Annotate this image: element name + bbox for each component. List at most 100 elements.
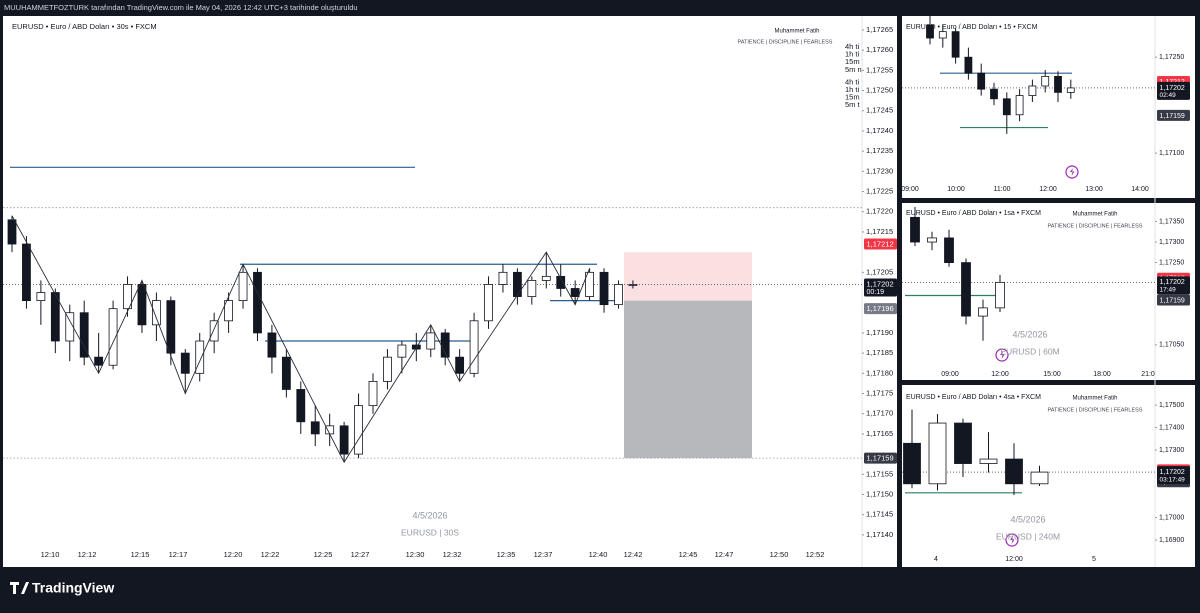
overlay-label: 5m n [845, 65, 862, 74]
brand: TradingView [32, 580, 114, 596]
x-tick-label: 12:30 [406, 550, 425, 559]
y-tick-label: 1,17000 [1159, 514, 1184, 521]
candle-body [938, 31, 947, 39]
y-tick-label: 1,17220 [866, 207, 893, 216]
price-tag-label: 1,17212 [867, 240, 894, 249]
countdown: 02:49 [1160, 92, 1177, 99]
x-tick-label: 12:12 [78, 550, 97, 559]
x-tick-label: 12:20 [224, 550, 243, 559]
target-zone [624, 300, 752, 459]
price-tag [1157, 109, 1190, 121]
candle-body [1015, 95, 1024, 116]
watermark-date: 4/5/2026 [412, 510, 447, 520]
candle-body [570, 288, 580, 297]
price-tag-label: 1,17196 [867, 304, 894, 313]
countdown: 03:17:49 [1160, 476, 1186, 483]
candle-body [151, 300, 161, 326]
y-tick-label: 1,17185 [866, 348, 893, 357]
x-tick-label: 12:52 [806, 550, 825, 559]
watermark-symbol: EURUSD | 30S [401, 527, 459, 537]
overlay-label: 5m t [845, 100, 861, 109]
x-tick-label: 12:35 [497, 550, 516, 559]
current-price-label: 1,17202 [867, 279, 894, 288]
candle-body [123, 284, 132, 310]
panel-4h [902, 385, 1195, 567]
author: Muhammet Fatih [1072, 396, 1117, 402]
candle-body [961, 262, 971, 317]
candle-body [79, 312, 89, 358]
y-tick-label: 1,17225 [866, 187, 893, 196]
candle-body [180, 352, 190, 374]
y-tick-label: 1,17255 [866, 65, 893, 74]
candle-body [599, 271, 609, 306]
y-tick-label: 1,17145 [866, 510, 893, 519]
candle-body [209, 320, 219, 342]
watermark-symbol: EURUSD | 240M [996, 531, 1060, 541]
y-tick-label: 1,17190 [866, 328, 893, 337]
y-tick-label: 1,17180 [866, 368, 893, 377]
watermark-date: 4/5/2026 [1012, 329, 1047, 339]
watermark-date: 4/5/2026 [1010, 514, 1045, 524]
price-tag [864, 238, 897, 250]
overlay-label: 4h ti [845, 42, 860, 51]
x-tick-label: 12:00 [1039, 186, 1057, 193]
candle-body [455, 356, 465, 374]
candle-body [7, 219, 17, 245]
current-price-label: 1,17202 [1160, 279, 1185, 286]
candle-body [108, 308, 118, 366]
candle-body [995, 281, 1005, 309]
motto: PATIENCE | DISCIPLINE | FEARLESS [1048, 223, 1143, 229]
candle-body [928, 422, 947, 485]
candle-body [527, 280, 537, 297]
candle-body [339, 425, 349, 455]
candle-body [614, 284, 623, 306]
candle-body [325, 425, 335, 435]
candle-body [224, 300, 234, 322]
brand-logo [10, 582, 29, 594]
y-tick-label: 1,17400 [1159, 424, 1184, 431]
candle-body [513, 271, 522, 297]
overlay-label: 1h ti [845, 85, 860, 94]
y-tick-label: 1,17260 [866, 45, 893, 54]
candle-body [238, 271, 248, 302]
x-tick-label: 12:47 [715, 550, 734, 559]
candle-body [903, 442, 921, 485]
candle-body [498, 271, 508, 285]
candle-body [951, 31, 960, 58]
author: Muhammet Fatih [1072, 212, 1117, 218]
candle-body [354, 405, 363, 455]
overlay-label: 15m [845, 57, 860, 66]
overlay-label: 1h ti [845, 50, 860, 59]
x-tick-label: 14:00 [1131, 186, 1149, 193]
candle-body [296, 389, 306, 423]
y-tick-label: 1,17155 [866, 469, 893, 478]
chart-title: EURUSD • Euro / ABD Doları • 30s • FXCM [12, 22, 157, 31]
y-tick-label: 1,17265 [866, 25, 893, 34]
y-tick-label: 1,17050 [1159, 342, 1184, 349]
x-tick-label: 12:45 [679, 550, 698, 559]
candle-body [541, 275, 551, 281]
author: Muhammet Fatih [774, 29, 819, 35]
x-tick-label: 12:22 [261, 550, 280, 559]
price-tag-label: 1,17159 [1160, 297, 1185, 304]
candle-body [65, 312, 75, 342]
countdown: 17:49 [1160, 287, 1177, 294]
y-tick-label: 1,17170 [866, 409, 893, 418]
overlay-label: 4h ti [845, 77, 860, 86]
watermark-symbol: EURUSD | 60M [1000, 346, 1059, 356]
x-tick-label: 12:00 [991, 371, 1009, 378]
y-tick-label: 1,16900 [1159, 537, 1184, 544]
current-price-tag [1157, 276, 1190, 295]
x-tick-label: 12:27 [351, 550, 370, 559]
price-tag [864, 303, 897, 315]
lightning-icon [1065, 165, 1079, 179]
motto: PATIENCE | DISCIPLINE | FEARLESS [1048, 407, 1143, 413]
chart-title: EURUSD • Euro / ABD Doları • 1sa • FXCM [906, 210, 1041, 217]
candle-body [954, 422, 972, 464]
x-tick-label: 09:00 [941, 371, 959, 378]
candle-body [944, 237, 954, 264]
current-price-tag [1157, 81, 1190, 100]
x-tick-label: 12:40 [589, 550, 608, 559]
lightning-icon [995, 348, 1009, 362]
